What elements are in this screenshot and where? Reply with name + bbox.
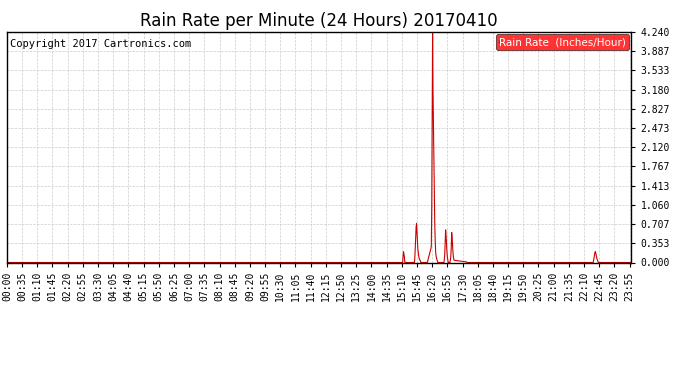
Legend: Rain Rate  (Inches/Hour): Rain Rate (Inches/Hour): [496, 34, 629, 50]
Title: Rain Rate per Minute (24 Hours) 20170410: Rain Rate per Minute (24 Hours) 20170410: [140, 12, 498, 30]
Text: Copyright 2017 Cartronics.com: Copyright 2017 Cartronics.com: [10, 39, 191, 49]
